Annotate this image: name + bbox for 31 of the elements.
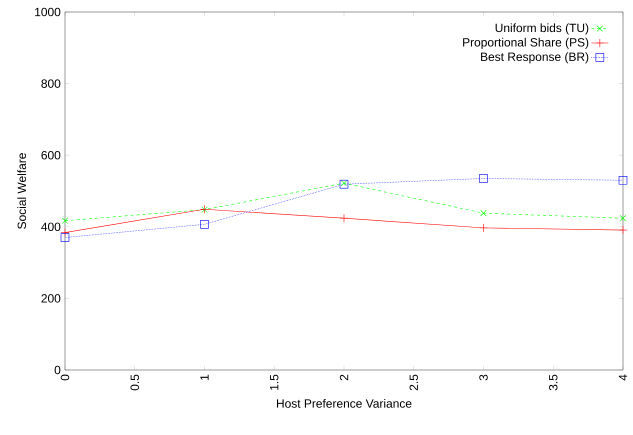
point	[60, 228, 70, 237]
legend-label: Best Response (BR)	[481, 52, 588, 64]
point	[479, 174, 488, 183]
point	[620, 215, 626, 222]
y-tick-label: 400	[41, 222, 60, 232]
y-tick-label: 600	[41, 150, 60, 160]
point	[60, 233, 70, 242]
point	[340, 214, 348, 222]
y-tick-label: 0	[54, 366, 60, 374]
point	[618, 176, 628, 185]
x-tick-label: 1	[200, 374, 209, 380]
x-tick-label: 3	[479, 374, 488, 380]
x-tick-label: 4	[618, 374, 628, 381]
x-tick-label: 0	[60, 374, 70, 380]
x-tick-label: 0.5	[130, 374, 139, 390]
y-tick-label: 200	[41, 294, 60, 303]
point	[200, 220, 209, 229]
legend-label: Uniform bids (TU)	[496, 23, 588, 34]
point	[618, 226, 628, 234]
point	[62, 218, 68, 224]
y-tick-label: 1000	[35, 8, 60, 16]
y-axis-title: Social Welfare	[17, 153, 26, 229]
point	[480, 210, 487, 216]
x-tick-label: 3.5	[549, 374, 558, 390]
legend-label: Proportional Share (PS)	[463, 38, 588, 49]
x-tick-label: 2	[340, 374, 348, 380]
point	[479, 224, 488, 232]
x-tick-label: 2.5	[410, 374, 418, 390]
x-axis-title: Host Preference Variance	[276, 398, 412, 408]
x-tick-label: 1.5	[270, 374, 278, 390]
y-tick-label: 800	[41, 79, 60, 88]
